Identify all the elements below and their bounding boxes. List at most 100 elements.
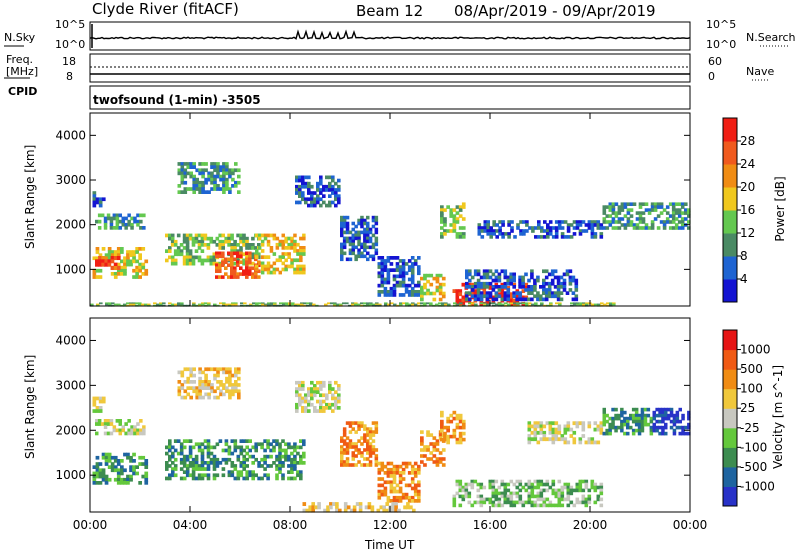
power-data-cell [522, 229, 526, 233]
velocity-data-cell [614, 428, 618, 433]
power-data-cell [401, 283, 406, 288]
power-data-cell [575, 223, 580, 227]
velocity-data-cell [572, 488, 577, 493]
power-data-cell [500, 282, 505, 287]
velocity-data-cell [374, 457, 379, 461]
power-data-cell [506, 278, 510, 283]
velocity-data-cell [527, 440, 532, 445]
power-data-cell [438, 288, 443, 293]
velocity-data-cell [242, 476, 246, 481]
power-data-cell [225, 177, 229, 182]
power-data-cell [366, 230, 370, 235]
power-data-cell [185, 246, 190, 250]
power-data-cell [461, 235, 466, 239]
power-data-cell [100, 213, 105, 218]
power-data-cell [384, 303, 388, 306]
velocity-data-cell [212, 445, 217, 450]
velocity-data-cell [195, 389, 199, 394]
power-data-cell [476, 281, 481, 286]
power-data-cell [429, 302, 433, 305]
power-data-cell [135, 275, 139, 279]
power-data-cell [106, 216, 111, 221]
velocity-data-cell [417, 467, 421, 472]
velocity-data-cell [539, 479, 544, 484]
velocity-data-cell [287, 454, 291, 459]
velocity-data-cell [458, 479, 463, 484]
velocity-data-cell [290, 445, 294, 450]
power-data-cell [281, 239, 285, 244]
velocity-data-cell [257, 476, 261, 481]
power-data-cell [483, 220, 488, 224]
velocity-data-cell [461, 437, 466, 442]
power-data-cell [441, 294, 446, 299]
power-data-cell [513, 302, 517, 305]
power-data-cell [494, 285, 499, 289]
power-data-cell [185, 258, 190, 263]
velocity-data-cell [572, 430, 577, 435]
velocity-data-cell [210, 383, 214, 387]
velocity-data-cell [527, 485, 532, 490]
power-data-cell [674, 226, 679, 230]
power-data-cell [461, 301, 466, 306]
power-data-cell [360, 224, 364, 229]
power-data-cell [290, 264, 294, 269]
power-data-cell [234, 162, 238, 166]
power-data-cell [568, 288, 573, 292]
velocity-data-cell [395, 495, 400, 500]
velocity-data-cell [129, 465, 133, 469]
power-data-cell [363, 233, 367, 238]
power-data-cell [340, 251, 344, 256]
power-data-cell [620, 202, 625, 206]
power-data-cell [383, 265, 388, 269]
velocity-data-cell [191, 476, 196, 481]
velocity-data-cell [391, 505, 395, 510]
power-data-cell [680, 220, 685, 224]
velocity-data-cell [664, 407, 668, 412]
velocity-data-cell [316, 399, 320, 404]
power-data-cell [452, 214, 457, 218]
velocity-data-cell [605, 413, 609, 418]
velocity-data-cell [392, 464, 397, 469]
velocity-data-cell [494, 494, 499, 499]
power-data-cell [105, 303, 109, 306]
power-data-cell [380, 265, 385, 269]
velocity-data-cell [640, 428, 645, 433]
power-data-cell [316, 184, 320, 189]
velocity-data-cell [342, 442, 347, 446]
power-data-cell [342, 302, 346, 305]
velocity-data-cell [423, 448, 427, 452]
power-data-cell [170, 258, 175, 263]
velocity-data-cell [284, 442, 288, 447]
power-data-cell [611, 205, 616, 209]
velocity-data-cell [458, 431, 463, 436]
power-data-cell [230, 243, 234, 247]
power-data-cell [536, 297, 540, 302]
velocity-data-cell [634, 428, 639, 433]
velocity-data-cell [352, 505, 357, 510]
velocity-data-cell [204, 367, 208, 372]
power-data-cell [476, 297, 481, 302]
power-data-cell [302, 264, 306, 269]
velocity-data-cell [637, 419, 642, 424]
velocity-data-cell [664, 422, 668, 427]
power-data-cell [298, 200, 302, 205]
power-data-cell [216, 165, 220, 169]
velocity-data-cell [458, 434, 463, 439]
power-data-cell [377, 290, 382, 294]
velocity-data-cell [179, 461, 184, 465]
velocity-data-cell [640, 413, 645, 418]
velocity-data-cell [302, 439, 306, 443]
power-data-cell [304, 197, 308, 202]
power-data-cell [188, 249, 193, 253]
power-data-cell [629, 220, 634, 224]
power-data-cell [501, 232, 505, 236]
velocity-data-cell [245, 451, 249, 456]
power-data-cell [488, 281, 493, 286]
power-data-cell [495, 235, 499, 239]
velocity-data-cell [281, 473, 285, 478]
power-data-cell [467, 282, 472, 287]
velocity-data-cell [107, 459, 112, 463]
velocity-data-cell [488, 497, 493, 502]
velocity-data-cell [449, 413, 454, 418]
power-data-cell [203, 243, 208, 247]
